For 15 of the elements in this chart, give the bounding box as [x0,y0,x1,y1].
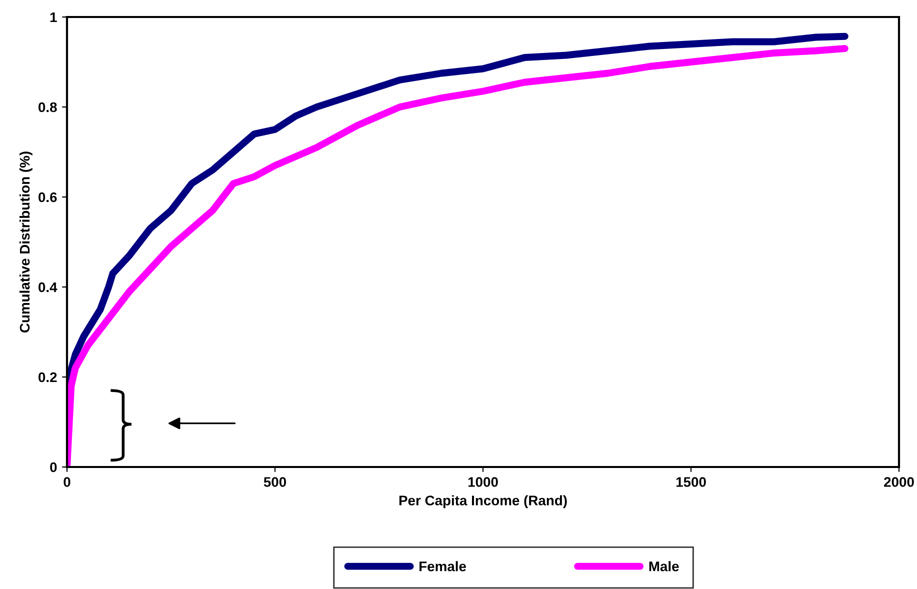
legend-label: Female [420,561,466,572]
y-tick-label: 0.8 [38,102,57,112]
x-axis-title: Per Capita Income (Rand) [399,495,567,508]
x-tick-label: 500 [264,477,286,487]
y-tick-label: 0 [50,462,57,472]
y-tick-label: 0.2 [38,372,57,382]
y-tick-label: 0.6 [38,192,57,202]
y-tick-label: 1 [50,12,57,22]
x-tick-label: 1000 [468,477,498,487]
x-tick-label: 1500 [676,477,706,487]
y-axis-title: Cumulative Distribution (%) [19,152,32,332]
x-tick-label: 2000 [884,477,914,487]
legend-label: Male [649,561,679,572]
y-tick-label: 0.4 [38,282,58,292]
x-tick-label: 0 [64,477,70,487]
